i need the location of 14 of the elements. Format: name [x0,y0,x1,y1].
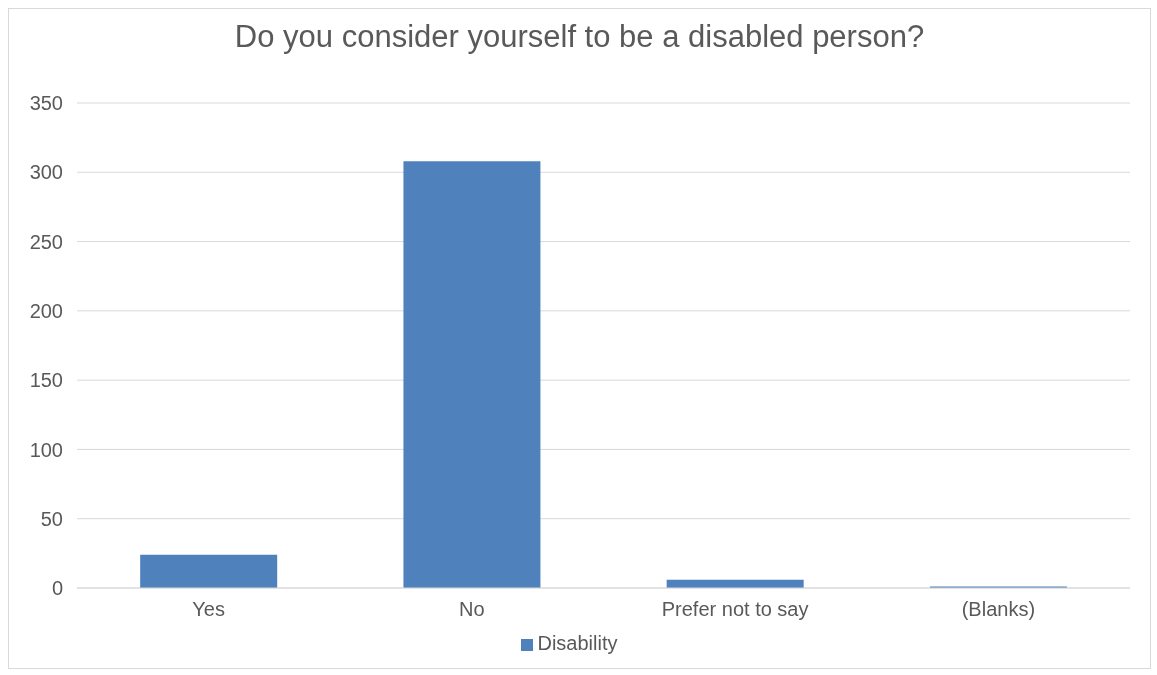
x-tick-label: No [459,598,485,621]
chart-title: Do you consider yourself to be a disabled person? [233,19,926,55]
x-tick-label: Prefer not to say [661,598,809,621]
y-tick-label: 100 [29,438,63,461]
y-tick-label: 0 [51,577,63,600]
y-tick-label: 250 [29,230,63,253]
legend-label: Disability [537,632,618,654]
y-tick-label: 50 [40,507,63,530]
y-tick-label: 150 [29,369,63,392]
x-tick-label: Yes [192,598,225,621]
y-tick-label: 350 [29,92,63,115]
x-tick-label: (Blanks) [961,598,1036,621]
y-tick-label: 300 [29,161,63,184]
y-tick-label: 200 [29,299,63,322]
